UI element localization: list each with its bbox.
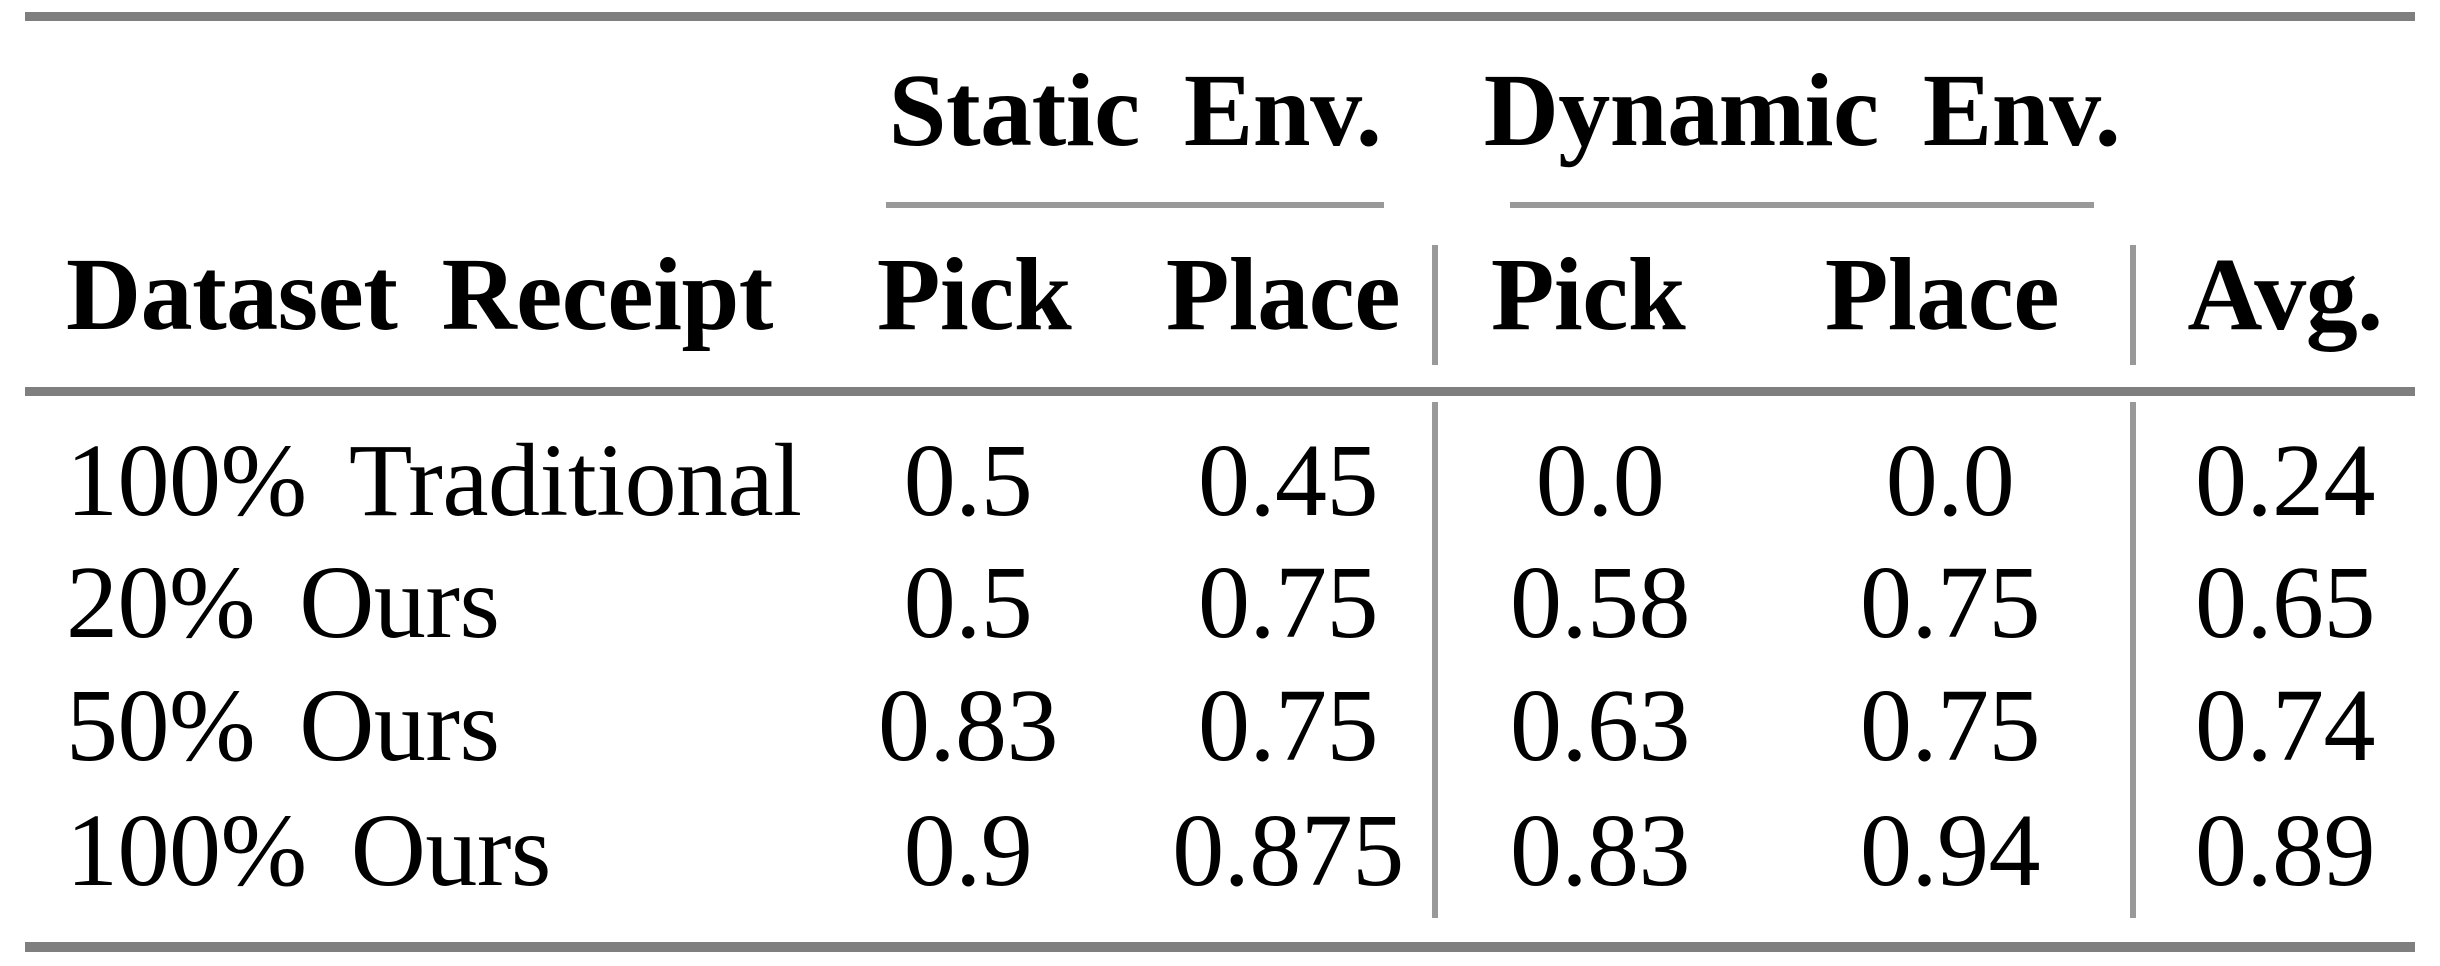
row-label: 50% Ours	[66, 668, 500, 783]
cell-avg: 0.24	[2195, 423, 2375, 538]
cell-static-place: 0.45	[1198, 423, 1378, 538]
vertical-separator-2-body	[2130, 402, 2136, 918]
bottom-rule	[25, 942, 2415, 952]
row-label: 100% Ours	[66, 793, 551, 908]
vertical-separator-1-header	[1432, 245, 1438, 365]
header-rule	[25, 387, 2415, 396]
column-header-dynamic-pick: Pick	[1490, 237, 1686, 352]
cell-static-place: 0.875	[1172, 793, 1404, 908]
cell-static-pick: 0.9	[903, 793, 1033, 908]
static-env-cmidrule	[886, 202, 1384, 208]
column-header-dynamic-place: Place	[1824, 237, 2060, 352]
cell-dynamic-place: 0.94	[1860, 793, 2040, 908]
cell-dynamic-pick: 0.58	[1510, 545, 1690, 660]
column-header-avg: Avg.	[2187, 237, 2383, 352]
cell-dynamic-place: 0.75	[1860, 545, 2040, 660]
cell-dynamic-place: 0.75	[1860, 668, 2040, 783]
row-label: 100% Traditional	[66, 423, 802, 538]
cell-avg: 0.74	[2195, 668, 2375, 783]
dynamic-env-cmidrule	[1510, 202, 2094, 208]
vertical-separator-1-body	[1432, 402, 1438, 918]
cell-static-pick: 0.5	[903, 545, 1033, 660]
cell-static-pick: 0.5	[903, 423, 1033, 538]
cell-static-pick: 0.83	[878, 668, 1058, 783]
cell-dynamic-pick: 0.63	[1510, 668, 1690, 783]
cell-avg: 0.65	[2195, 545, 2375, 660]
column-header-static-pick: Pick	[876, 237, 1072, 352]
column-header-static-place: Place	[1165, 237, 1401, 352]
cell-dynamic-pick: 0.83	[1510, 793, 1690, 908]
cell-avg: 0.89	[2195, 793, 2375, 908]
cell-dynamic-pick: 0.0	[1535, 423, 1665, 538]
column-header-dataset-receipt: Dataset Receipt	[66, 237, 773, 352]
cell-dynamic-place: 0.0	[1885, 423, 2015, 538]
column-group-static-env: Static Env.	[888, 53, 1382, 168]
row-label: 20% Ours	[66, 545, 500, 660]
cell-static-place: 0.75	[1198, 545, 1378, 660]
column-group-dynamic-env: Dynamic Env.	[1483, 53, 2121, 168]
cell-static-place: 0.75	[1198, 668, 1378, 783]
top-rule	[25, 12, 2415, 21]
vertical-separator-2-header	[2130, 245, 2136, 365]
